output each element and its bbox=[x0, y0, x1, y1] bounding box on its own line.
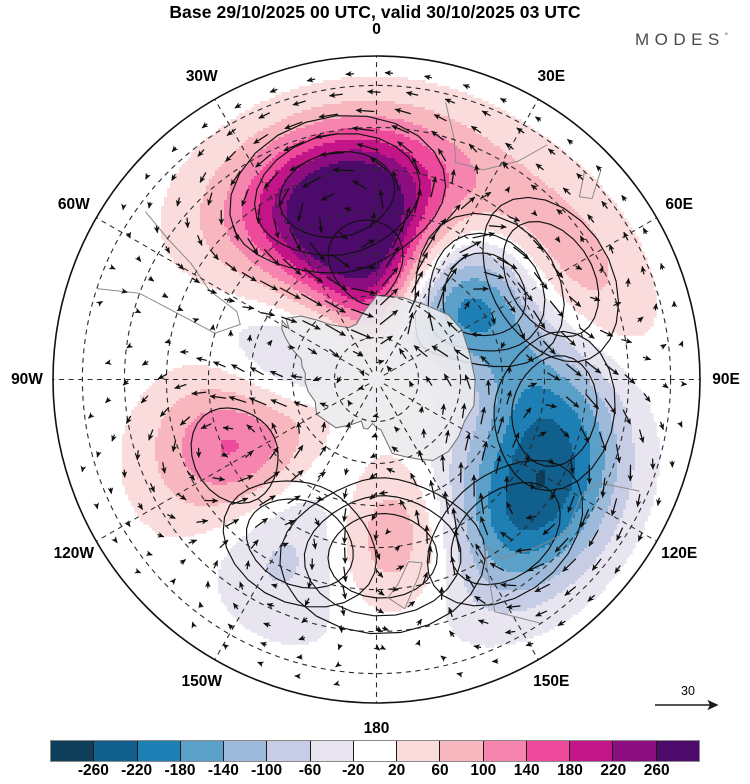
colorbar-cell-6 bbox=[311, 741, 354, 761]
colorbar-cell-11 bbox=[527, 741, 570, 761]
colorbar-tick-label: 100 bbox=[470, 762, 496, 780]
colorbar-ticks: -260 -220 -180 -140 -100 -60 -20 20 60 100 140 180 2… bbox=[50, 762, 700, 784]
reference-vector-arrow bbox=[655, 699, 725, 729]
colorbar-cell-1 bbox=[94, 741, 137, 761]
colorbar-tick-label: 60 bbox=[431, 762, 448, 780]
longitude-label-0: 0 bbox=[372, 21, 381, 39]
polar-map bbox=[0, 0, 750, 720]
longitude-label-90E: 90E bbox=[712, 371, 740, 389]
longitude-label-150W: 150W bbox=[182, 673, 223, 691]
colorbar-cell-9 bbox=[440, 741, 483, 761]
colorbar-cell-13 bbox=[613, 741, 656, 761]
polar-stereographic-plot bbox=[0, 0, 750, 720]
colorbar-cell-0 bbox=[51, 741, 94, 761]
longitude-label-150E: 150E bbox=[533, 673, 569, 691]
colorbar-tick-label: 260 bbox=[644, 762, 670, 780]
colorbar-tick-label: 180 bbox=[557, 762, 583, 780]
colorbar-tick-label: -260 bbox=[78, 762, 109, 780]
colorbar-tick-label: -100 bbox=[251, 762, 282, 780]
colorbar-cell-12 bbox=[570, 741, 613, 761]
colorbar-cell-3 bbox=[181, 741, 224, 761]
colorbar-cell-2 bbox=[138, 741, 181, 761]
colorbar-cell-14 bbox=[657, 741, 699, 761]
colorbar-cell-4 bbox=[224, 741, 267, 761]
colorbar-cell-10 bbox=[484, 741, 527, 761]
colorbar-tick-label: 20 bbox=[388, 762, 405, 780]
longitude-label-30W: 30W bbox=[186, 68, 218, 86]
reference-vector: 30 bbox=[655, 685, 725, 715]
longitude-label-30E: 30E bbox=[537, 68, 565, 86]
longitude-label-120W: 120W bbox=[54, 545, 95, 563]
colorbar-tick-label: -220 bbox=[121, 762, 152, 780]
longitude-label-60E: 60E bbox=[665, 196, 693, 214]
colorbar-tick-label: -60 bbox=[299, 762, 321, 780]
colorbar-tick-label: -140 bbox=[208, 762, 239, 780]
colorbar-cell-7 bbox=[354, 741, 397, 761]
colorbar-tick-label: 140 bbox=[514, 762, 540, 780]
longitude-label-180: 180 bbox=[364, 720, 390, 738]
longitude-label-90W: 90W bbox=[11, 371, 43, 389]
colorbar bbox=[50, 740, 700, 762]
longitude-label-60W: 60W bbox=[58, 196, 90, 214]
colorbar-cell-5 bbox=[267, 741, 310, 761]
colorbar-tick-label: -20 bbox=[342, 762, 364, 780]
colorbar-tick-label: 220 bbox=[600, 762, 626, 780]
colorbar-cell-8 bbox=[397, 741, 440, 761]
reference-vector-label: 30 bbox=[681, 684, 695, 698]
colorbar-tick-label: -180 bbox=[164, 762, 195, 780]
longitude-label-120E: 120E bbox=[661, 545, 697, 563]
